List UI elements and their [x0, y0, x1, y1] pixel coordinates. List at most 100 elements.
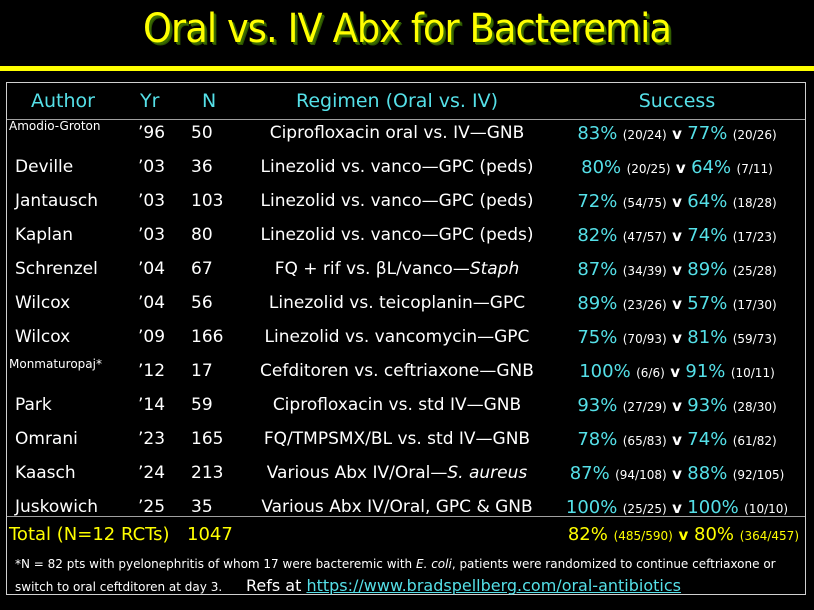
iv-pct: 81%: [687, 327, 728, 348]
oral-pct: 80%: [581, 157, 622, 178]
table-row: Schrenzel ’04 67 FQ + rif vs. βL/vanco—Stap…: [7, 259, 805, 293]
cell-success: 78% (65/83) v 74% (61/82): [552, 429, 802, 450]
cell-n: 213: [191, 463, 224, 483]
cell-year: ’03: [138, 225, 166, 245]
cell-regimen: Ciprofloxacin vs. std IV—GNB: [247, 395, 547, 415]
cell-success: 82% (47/57) v 74% (17/23): [552, 225, 802, 246]
refs-link[interactable]: https://www.bradspellberg.com/oral-antib…: [306, 576, 681, 595]
iv-pct: 64%: [691, 157, 732, 178]
footnote-organism: E. coli: [415, 557, 452, 571]
cell-success: 83% (20/24) v 77% (20/26): [552, 123, 802, 144]
cell-regimen: FQ + rif vs. βL/vanco—Staph: [247, 259, 547, 279]
versus: v: [672, 295, 682, 313]
header-author: Author: [31, 90, 95, 112]
oral-frac: (25/25): [622, 502, 667, 516]
oral-pct: 100%: [565, 497, 618, 518]
oral-frac: (94/108): [615, 468, 667, 482]
cell-year: ’09: [138, 327, 166, 347]
header-n: N: [202, 90, 217, 112]
cell-author: Wilcox: [15, 327, 71, 347]
cell-success: 72% (54/75) v 64% (18/28): [552, 191, 802, 212]
cell-success: 87% (34/39) v 89% (25/28): [552, 259, 802, 280]
footnote-line-2: switch to oral ceftditoren at day 3. Ref…: [15, 575, 800, 598]
regimen-organism: S. aureus: [447, 463, 528, 483]
regimen-text: Linezolid vs. vanco—GPC (peds): [260, 191, 534, 211]
cell-regimen: FQ/TMPSMX/BL vs. std IV—GNB: [247, 429, 547, 449]
table-row: Monmaturopaj* ’12 17 Cefditoren vs. ceftria…: [7, 357, 805, 395]
versus: v: [672, 397, 682, 415]
table-row: Amodio-Groton ’96 50 Ciprofloxacin oral vs.…: [7, 119, 805, 157]
footnote-text-1: *N = 82 pts with pyelonephritis of whom …: [15, 557, 416, 571]
cell-regimen: Various Abx IV/Oral—S. aureus: [247, 463, 547, 483]
versus: v: [675, 159, 686, 177]
cell-n: 17: [191, 361, 213, 381]
iv-pct: 93%: [687, 395, 728, 416]
versus: v: [672, 499, 682, 517]
cell-success: 100% (25/25) v 100% (10/10): [552, 497, 802, 518]
cell-n: 56: [191, 293, 213, 313]
iv-frac: (20/26): [732, 128, 777, 142]
regimen-text: FQ/TMPSMX/BL vs. std IV—GNB: [263, 429, 531, 449]
cell-n: 35: [191, 497, 213, 517]
studies-table: Author Yr N Regimen (Oral vs. IV) Succes…: [6, 82, 806, 595]
regimen-text: Linezolid vs. vanco—GPC (peds): [260, 157, 534, 177]
iv-frac: (7/11): [736, 162, 773, 176]
refs: Refs at https://www.bradspellberg.com/or…: [246, 576, 681, 595]
iv-pct: 57%: [687, 293, 728, 314]
cell-author: Jantausch: [15, 191, 99, 211]
total-success: 82% (485/590) v 80% (364/457): [568, 524, 799, 545]
footnote-line-1: *N = 82 pts with pyelonephritis of whom …: [15, 554, 800, 575]
cell-author: Schrenzel: [15, 259, 98, 279]
table-row: Juskowich ’25 35 Various Abx IV/Oral, GPC &…: [7, 497, 805, 531]
footnote-text-2: , patients were randomized to continue c…: [451, 557, 776, 571]
table-row: Deville ’03 36 Linezolid vs. vanco—GPC (ped…: [7, 157, 805, 191]
versus: v: [672, 465, 682, 483]
cell-success: 87% (94/108) v 88% (92/105): [552, 463, 802, 484]
cell-year: ’03: [138, 191, 166, 211]
slide-title: Oral vs. IV Abx for Bacteremia: [142, 6, 672, 52]
cell-author: Park: [15, 395, 52, 415]
table-row: Omrani ’23 165 FQ/TMPSMX/BL vs. std IV—GNB 7…: [7, 429, 805, 463]
oral-frac: (34/39): [622, 264, 667, 278]
regimen-text: Various Abx IV/Oral—: [266, 463, 448, 483]
cell-n: 59: [191, 395, 213, 415]
cell-author: Kaplan: [15, 225, 73, 245]
table-header-row: Author Yr N Regimen (Oral vs. IV) Succes…: [7, 83, 805, 120]
cell-year: ’04: [138, 293, 166, 313]
oral-frac: (70/93): [622, 332, 667, 346]
cell-regimen: Ciprofloxacin oral vs. IV—GNB: [247, 123, 547, 143]
cell-regimen: Linezolid vs. vancomycin—GPC: [247, 327, 547, 347]
regimen-text: Ciprofloxacin vs. std IV—GNB: [272, 395, 522, 415]
regimen-text: Cefditoren vs. ceftriaxone—GNB: [260, 361, 534, 381]
total-oral-frac: (485/590): [613, 529, 673, 543]
versus: v: [672, 193, 682, 211]
iv-frac: (92/105): [732, 468, 785, 482]
oral-pct: 75%: [577, 327, 618, 348]
versus: v: [672, 125, 682, 143]
cell-year: ’23: [138, 429, 166, 449]
refs-label: Refs at: [245, 576, 307, 595]
regimen-organism: Staph: [469, 259, 520, 279]
cell-success: 89% (23/26) v 57% (17/30): [552, 293, 802, 314]
header-success: Success: [638, 90, 716, 112]
oral-pct: 93%: [577, 395, 618, 416]
table-row: Kaplan ’03 80 Linezolid vs. vanco—GPC (peds…: [7, 225, 805, 259]
footnote-text-3: switch to oral ceftditoren at day 3.: [15, 580, 223, 594]
oral-frac: (6/6): [636, 366, 665, 380]
cell-n: 166: [191, 327, 224, 347]
cell-author: Omrani: [15, 429, 78, 449]
cell-year: ’04: [138, 259, 166, 279]
total-versus: v: [678, 526, 689, 544]
cell-author: Amodio-Groton: [9, 119, 101, 133]
cell-author: Monmaturopaj*: [9, 357, 102, 371]
cell-success: 93% (27/29) v 93% (28/30): [552, 395, 802, 416]
cell-year: ’96: [138, 123, 166, 143]
table-row: Wilcox ’04 56 Linezolid vs. teicoplanin—GPC…: [7, 293, 805, 327]
iv-frac: (25/28): [732, 264, 777, 278]
cell-n: 80: [191, 225, 213, 245]
cell-year: ’25: [138, 497, 166, 517]
header-yr: Yr: [140, 90, 160, 112]
total-label: Total (N=12 RCTs): [9, 524, 170, 545]
cell-n: 103: [191, 191, 224, 211]
iv-frac: (17/30): [732, 298, 777, 312]
